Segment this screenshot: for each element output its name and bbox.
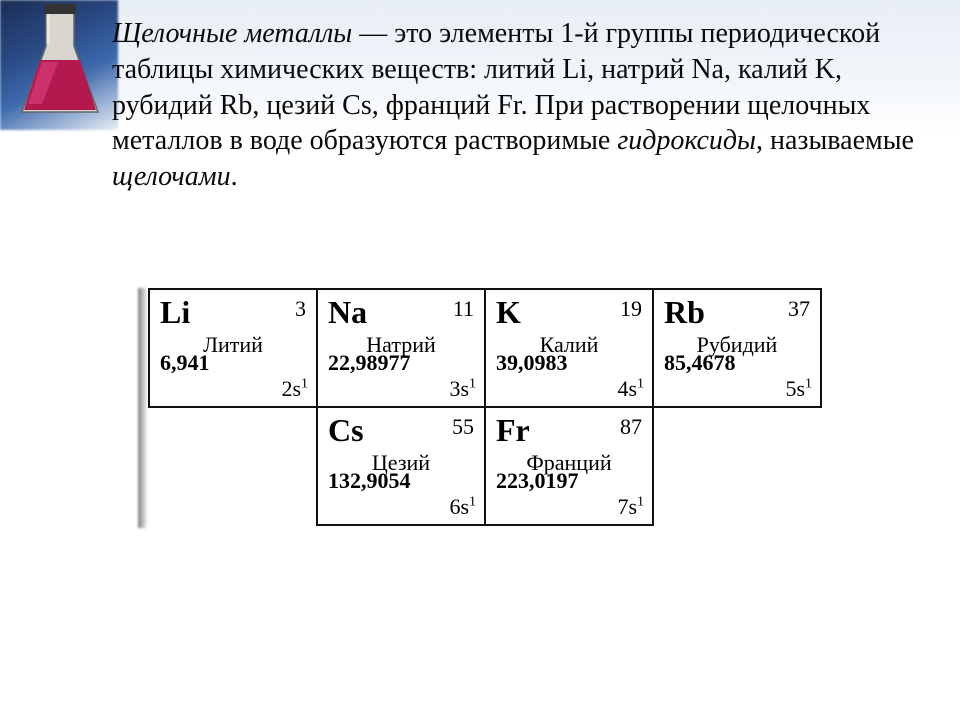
element-symbol: Na	[328, 294, 367, 331]
flask-icon	[12, 0, 108, 128]
element-number: 19	[620, 296, 642, 322]
element-mass: 85,4678	[664, 350, 736, 376]
element-number: 3	[295, 296, 306, 322]
element-cell-na: Na 11 Натрий 22,98977 3s1	[317, 289, 485, 407]
term-hydroxides: гидроксиды	[617, 125, 756, 156]
periodic-fragment: Li 3 Литий 6,941 2s1 Na 11 Натрий 22,989…	[148, 288, 848, 526]
element-config: 7s1	[617, 494, 644, 520]
element-config: 6s1	[449, 494, 476, 520]
element-cell-cs: Cs 55 Цезий 132,9054 6s1	[317, 407, 485, 525]
element-number: 11	[453, 296, 474, 322]
element-number: 87	[620, 414, 642, 440]
element-symbol: Rb	[664, 294, 705, 331]
element-cell-fr: Fr 87 Франций 223,0197 7s1	[485, 407, 653, 525]
element-number: 37	[788, 296, 810, 322]
element-config: 2s1	[281, 376, 308, 402]
element-cell-rb: Rb 37 Рубидий 85,4678 5s1	[653, 289, 821, 407]
desc-seg-3: .	[231, 161, 238, 192]
flask-cap	[44, 4, 76, 14]
element-symbol: Cs	[328, 412, 364, 449]
element-symbol: Fr	[496, 412, 530, 449]
element-table: Li 3 Литий 6,941 2s1 Na 11 Натрий 22,989…	[148, 288, 822, 526]
empty-cell	[653, 407, 821, 525]
element-mass: 39,0983	[496, 350, 568, 376]
element-symbol: K	[496, 294, 521, 331]
term-alkali-metals: Щелочные металлы	[112, 18, 352, 49]
desc-seg-2: , называемые	[756, 125, 914, 156]
description-paragraph: Щелочные металлы — это элементы 1-й груп…	[112, 16, 930, 195]
element-config: 3s1	[449, 376, 476, 402]
element-cell-k: K 19 Калий 39,0983 4s1	[485, 289, 653, 407]
element-number: 55	[452, 414, 474, 440]
element-mass: 6,941	[160, 350, 210, 376]
scan-shadow	[138, 288, 148, 528]
element-cell-li: Li 3 Литий 6,941 2s1	[149, 289, 317, 407]
element-mass: 22,98977	[328, 350, 411, 376]
element-config: 5s1	[785, 376, 812, 402]
empty-cell	[149, 407, 317, 525]
term-alkalis: щелочами	[112, 161, 231, 192]
element-mass: 132,9054	[328, 468, 411, 494]
element-config: 4s1	[617, 376, 644, 402]
element-symbol: Li	[160, 294, 190, 331]
element-mass: 223,0197	[496, 468, 579, 494]
